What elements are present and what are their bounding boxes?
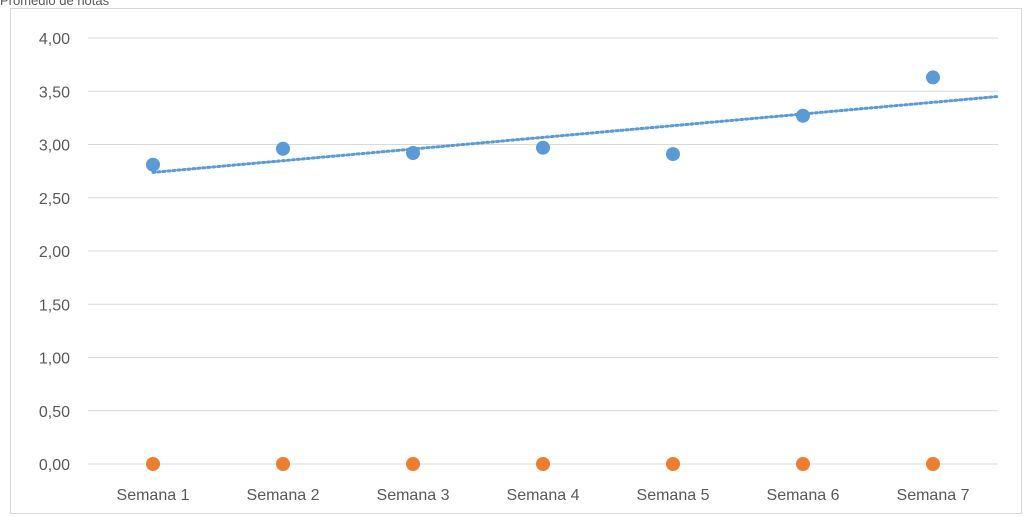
data-point xyxy=(536,140,550,155)
trendline xyxy=(151,94,1000,174)
data-point xyxy=(406,146,420,161)
x-tick-label: Semana 3 xyxy=(377,487,450,504)
chart-top-label: Promedio de notas xyxy=(0,0,110,8)
x-tick-label: Semana 5 xyxy=(637,487,710,504)
data-point xyxy=(926,457,940,471)
chart-area xyxy=(10,8,1022,514)
y-tick-label: 1,50 xyxy=(39,297,70,314)
y-tick-label: 0,00 xyxy=(39,457,70,474)
y-tick-label: 0,50 xyxy=(39,404,70,421)
data-point xyxy=(406,457,420,471)
data-point xyxy=(926,70,940,85)
data-point xyxy=(666,457,680,471)
data-point xyxy=(276,141,290,156)
data-point xyxy=(536,457,550,471)
y-tick-label: 3,00 xyxy=(39,138,70,155)
x-tick-label: Semana 7 xyxy=(897,487,970,504)
x-tick-label: Semana 1 xyxy=(117,487,190,504)
data-point xyxy=(146,457,160,471)
y-tick-label: 4,00 xyxy=(39,31,70,48)
y-tick-label: 3,50 xyxy=(39,84,70,101)
y-tick-label: 2,50 xyxy=(39,191,70,208)
y-tick-label: 1,00 xyxy=(39,351,70,368)
y-tick-label: 2,00 xyxy=(39,244,70,261)
x-tick-label: Semana 2 xyxy=(247,487,320,504)
data-point xyxy=(796,108,810,123)
data-point xyxy=(276,457,290,471)
x-tick-label: Semana 6 xyxy=(767,487,840,504)
x-tick-label: Semana 4 xyxy=(507,487,580,504)
data-point xyxy=(146,157,160,172)
data-point xyxy=(796,457,810,471)
data-point xyxy=(666,147,680,162)
